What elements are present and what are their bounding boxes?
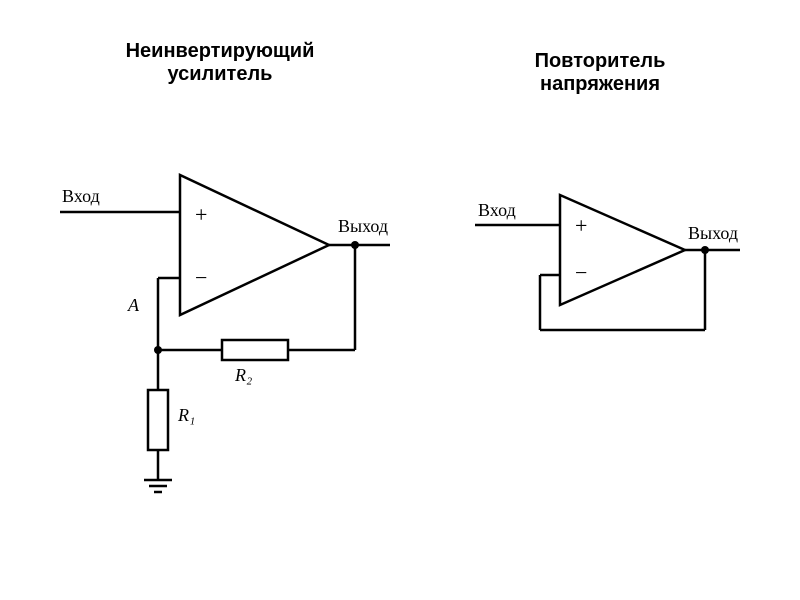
right-input-label: Вход — [478, 200, 516, 221]
title-left-text: Неинвертирующийусилитель — [126, 40, 315, 85]
left-input-label: Вход — [62, 186, 100, 207]
left-r2 — [222, 340, 288, 360]
left-opamp — [180, 175, 329, 315]
title-right: Повторительнапряжения — [500, 50, 700, 96]
left-minus-sign: − — [195, 265, 207, 291]
left-r1 — [148, 390, 168, 450]
left-r1-label: R₁ — [178, 405, 195, 426]
title-left: Неинвертирующийусилитель — [100, 40, 340, 86]
left-node-a-label: A — [128, 295, 139, 316]
left-r2-label: R₂ — [235, 365, 252, 386]
left-output-label: Выход — [338, 216, 388, 237]
right-opamp — [560, 195, 685, 305]
right-minus-sign: − — [575, 260, 587, 286]
right-output-label: Выход — [688, 223, 738, 244]
right-plus-sign: + — [575, 213, 587, 239]
title-right-text: Повторительнапряжения — [535, 50, 666, 95]
left-ground-icon — [144, 480, 172, 492]
left-plus-sign: + — [195, 202, 207, 228]
